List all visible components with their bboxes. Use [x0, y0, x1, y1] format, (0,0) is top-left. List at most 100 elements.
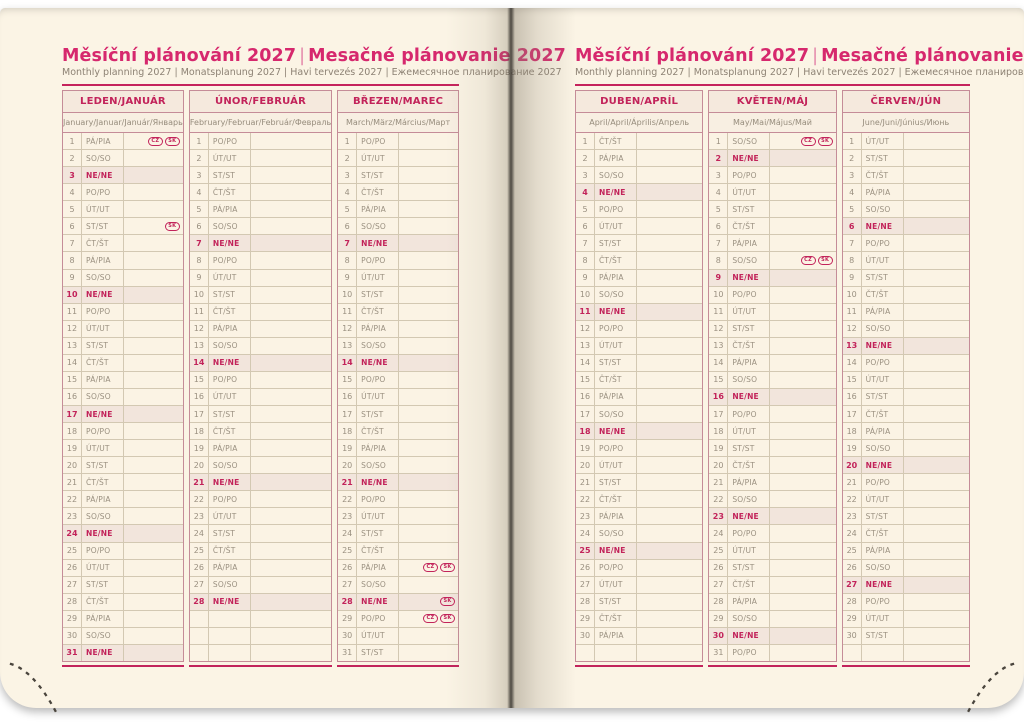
day-abbreviation: PO/PO	[595, 320, 637, 337]
day-row: 19 PO/PO	[576, 440, 703, 458]
day-number: 16	[338, 388, 358, 405]
notes-cell	[399, 252, 458, 268]
day-number: 23	[576, 508, 595, 525]
day-row: 1 ČT/ŠT	[576, 133, 703, 151]
day-number	[190, 644, 209, 661]
notes-cell	[770, 270, 835, 286]
day-number: 15	[338, 371, 358, 388]
notes-cell	[251, 406, 331, 422]
day-number: 24	[843, 525, 862, 542]
day-row: 9 ÚT/UT	[338, 269, 459, 287]
day-row: 4 NE/NE	[576, 184, 703, 202]
day-abbreviation: NE/NE	[728, 388, 771, 405]
day-row: 2 PÁ/PIA	[576, 150, 703, 168]
day-number: 4	[338, 184, 358, 201]
holiday-badge-sk: SK	[439, 563, 456, 573]
day-row: 9 NE/NE	[709, 269, 836, 287]
day-abbreviation: ČT/ŠT	[357, 542, 400, 559]
day-row: 17 SO/SO	[576, 406, 703, 424]
notes-cell	[904, 287, 969, 303]
day-abbreviation: SO/SO	[357, 457, 400, 474]
day-number: 27	[576, 576, 595, 593]
day-abbreviation: SO/SO	[728, 371, 771, 388]
day-row: 8 SO/SO CZ SK	[709, 252, 836, 270]
day-abbreviation: ÚT/UT	[862, 133, 904, 150]
day-row: 22 PO/PO	[189, 491, 332, 509]
day-row: 14 NE/NE	[189, 354, 332, 372]
day-number: 25	[709, 542, 729, 559]
day-row	[190, 644, 331, 661]
day-number: 10	[190, 286, 209, 303]
day-number: 18	[190, 423, 209, 440]
notes-cell	[399, 525, 458, 541]
day-abbreviation: ST/ST	[862, 508, 904, 525]
day-row: 22 SO/SO	[709, 491, 836, 509]
day-number: 21	[63, 474, 82, 491]
notes-cell	[251, 338, 331, 354]
day-number: 5	[709, 201, 729, 218]
day-abbreviation: PÁ/PIA	[357, 320, 400, 337]
notes-cell	[770, 560, 835, 576]
notes-cell	[770, 372, 835, 388]
day-number: 1	[709, 133, 729, 150]
day-abbreviation: SO/SO	[728, 610, 771, 627]
day-number: 28	[63, 593, 82, 610]
day-row: 22 PÁ/PIA	[63, 491, 183, 509]
day-abbreviation: PÁ/PIA	[862, 542, 904, 559]
page-title-slovak: Mesačné plánovanie 2027	[821, 46, 1024, 66]
day-number: 4	[63, 184, 82, 201]
day-number: 11	[709, 303, 729, 320]
notes-cell	[770, 457, 835, 473]
day-row: 26 PÁ/PIA CZ SK	[338, 559, 459, 577]
day-abbreviation: ST/ST	[728, 440, 771, 457]
month-table: ÚNOR/FEBRUÁR February/Februar/Február/Фе…	[188, 90, 333, 667]
notes-cell	[124, 235, 183, 251]
day-row: 6 SO/SO	[189, 218, 332, 236]
month-rows: 1 PÁ/PIA CZ SK 2 SO/SO 3 NE/NE 4 PO/PO 5 ÚT/UT 6 ST/S…	[63, 133, 183, 661]
day-number: 26	[63, 559, 82, 576]
day-number: 7	[843, 235, 862, 252]
day-row: 16 PÁ/PIA	[576, 388, 703, 406]
day-abbreviation: ČT/ŠT	[209, 303, 251, 320]
notes-cell	[770, 491, 835, 507]
day-number: 13	[190, 337, 209, 354]
day-row: 5 ST/ST	[709, 201, 836, 219]
day-abbreviation: SO/SO	[595, 286, 637, 303]
day-number: 8	[576, 252, 595, 269]
day-row: 24 SO/SO	[576, 525, 703, 543]
notes-cell	[124, 423, 183, 439]
day-abbreviation: ÚT/UT	[728, 542, 771, 559]
day-abbreviation: ÚT/UT	[862, 610, 904, 627]
day-number: 7	[709, 235, 729, 252]
day-row: 21 PO/PO	[842, 474, 969, 492]
notes-cell	[124, 457, 183, 473]
day-abbreviation: ÚT/UT	[82, 201, 124, 218]
day-abbreviation: SO/SO	[862, 320, 904, 337]
day-row: 4 ČT/ŠT	[338, 184, 459, 202]
day-abbreviation: NE/NE	[209, 354, 251, 371]
day-row: 10 SO/SO	[576, 286, 703, 304]
day-abbreviation: ST/ST	[209, 525, 251, 542]
day-number: 21	[338, 474, 358, 491]
day-number: 16	[843, 388, 862, 405]
day-row: 15 PO/PO	[189, 371, 332, 389]
notes-cell	[637, 133, 702, 149]
day-abbreviation: ÚT/UT	[82, 440, 124, 457]
day-abbreviation: PO/PO	[209, 371, 251, 388]
day-row: 11 ÚT/UT	[709, 303, 836, 321]
notes-cell	[637, 304, 702, 320]
day-abbreviation: NE/NE	[728, 627, 771, 644]
day-abbreviation: PO/PO	[357, 133, 400, 150]
day-abbreviation: NE/NE	[209, 474, 251, 491]
month-rows: 1 ČT/ŠT 2 PÁ/PIA 3 SO/SO 4 NE/NE 5 PO/PO 6 ÚT/UT 7 ST…	[576, 133, 703, 661]
day-row: 18 ÚT/UT	[709, 423, 836, 441]
day-abbreviation: ČT/ŠT	[82, 354, 124, 371]
day-number: 26	[843, 559, 862, 576]
day-row: 5 SO/SO	[842, 201, 969, 219]
day-row	[576, 644, 702, 661]
notes-cell	[637, 252, 702, 268]
day-row: 29 ÚT/UT	[842, 610, 969, 628]
day-number: 12	[576, 320, 595, 337]
notes-cell	[904, 474, 969, 490]
notes-cell	[770, 406, 835, 422]
